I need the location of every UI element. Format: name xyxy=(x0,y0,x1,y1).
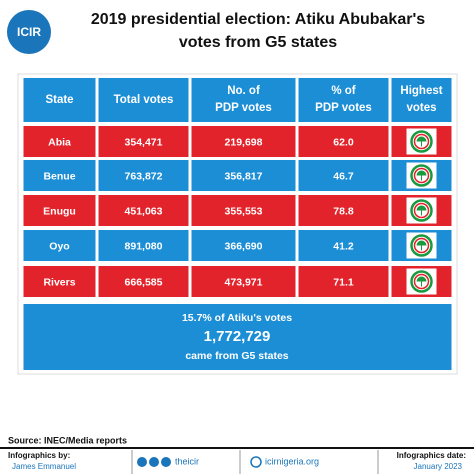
party-logo xyxy=(413,273,430,290)
source: Source: INEC/Media reports xyxy=(8,435,127,445)
title: votes from G5 states xyxy=(179,34,337,51)
header-text: % of xyxy=(331,85,355,97)
party-logo xyxy=(416,205,427,211)
header-text: PDP votes xyxy=(215,102,272,114)
cell xyxy=(191,160,296,191)
cell-text: Rivers xyxy=(43,276,75,288)
party-logo xyxy=(416,136,427,142)
cell xyxy=(298,230,389,261)
party-logo xyxy=(413,133,430,150)
header-cell xyxy=(191,78,296,122)
header-text: PDP votes xyxy=(315,102,372,114)
party-logo xyxy=(416,276,427,282)
header-cell xyxy=(23,78,96,122)
social-icon xyxy=(149,457,159,467)
cell-text: 219,698 xyxy=(225,136,263,148)
logo-circle xyxy=(7,10,51,54)
cell-text: 366,690 xyxy=(225,240,263,252)
website: icirnigeria.org xyxy=(265,456,319,466)
party-logo xyxy=(413,202,430,219)
summary-text: 1,772,729 xyxy=(204,328,271,345)
cell-text: 473,971 xyxy=(225,276,263,288)
cell xyxy=(98,126,189,157)
cell-text: 78.8 xyxy=(333,205,354,217)
header-text: No. of xyxy=(227,85,260,97)
summary-cell xyxy=(23,304,452,370)
cell xyxy=(98,230,189,261)
party-logo xyxy=(413,167,430,184)
cell xyxy=(298,266,389,297)
credit-label: Infographics by: xyxy=(8,451,70,460)
credit-name: James Emmanuel xyxy=(12,462,76,471)
cell-text: 666,585 xyxy=(125,276,163,288)
header-text: Highest xyxy=(400,85,442,97)
title: 2019 presidential election: Atiku Abubak… xyxy=(91,11,425,28)
cell xyxy=(23,160,96,191)
header-text: State xyxy=(45,94,73,106)
party-logo xyxy=(413,237,430,254)
cell-text: 356,817 xyxy=(225,170,263,182)
cell xyxy=(98,160,189,191)
cell-text: 763,872 xyxy=(125,170,163,182)
cell xyxy=(98,195,189,226)
cell xyxy=(23,266,96,297)
cell xyxy=(191,266,296,297)
cell xyxy=(23,126,96,157)
header-text: Total votes xyxy=(114,94,174,106)
header-cell xyxy=(298,78,389,122)
cell-text: 451,063 xyxy=(125,205,163,217)
logo-text: ICIR xyxy=(17,25,41,39)
cell-text: Oyo xyxy=(49,240,69,252)
cell-text: 41.2 xyxy=(333,240,354,252)
cell-text: Abia xyxy=(48,136,71,148)
cell xyxy=(23,195,96,226)
cell xyxy=(191,126,296,157)
cell-text: 46.7 xyxy=(333,170,354,182)
header-cell xyxy=(98,78,189,122)
party-logo xyxy=(416,170,427,176)
cell xyxy=(298,195,389,226)
cell-text: Enugu xyxy=(43,205,76,217)
cell xyxy=(298,126,389,157)
cell-text: Benue xyxy=(43,170,75,182)
social-icon xyxy=(137,457,147,467)
header-text: votes xyxy=(406,102,436,114)
cell-text: 62.0 xyxy=(333,136,354,148)
globe-icon xyxy=(250,456,262,468)
party-logo xyxy=(416,240,427,246)
cell-text: 71.1 xyxy=(333,276,354,288)
cell-text: 355,553 xyxy=(225,205,263,217)
cell xyxy=(191,195,296,226)
cell-text: 891,080 xyxy=(125,240,163,252)
date-label: Infographics date: xyxy=(397,451,466,460)
cell xyxy=(98,266,189,297)
header-cell xyxy=(391,78,452,122)
summary-text: came from G5 states xyxy=(185,350,288,362)
cell xyxy=(298,160,389,191)
summary-text: 15.7% of Atiku's votes xyxy=(182,312,292,324)
cell xyxy=(23,230,96,261)
date: January 2023 xyxy=(414,462,463,471)
social-handle: theicir xyxy=(175,456,199,466)
cell xyxy=(191,230,296,261)
social-icon xyxy=(161,457,171,467)
cell-text: 354,471 xyxy=(125,136,163,148)
